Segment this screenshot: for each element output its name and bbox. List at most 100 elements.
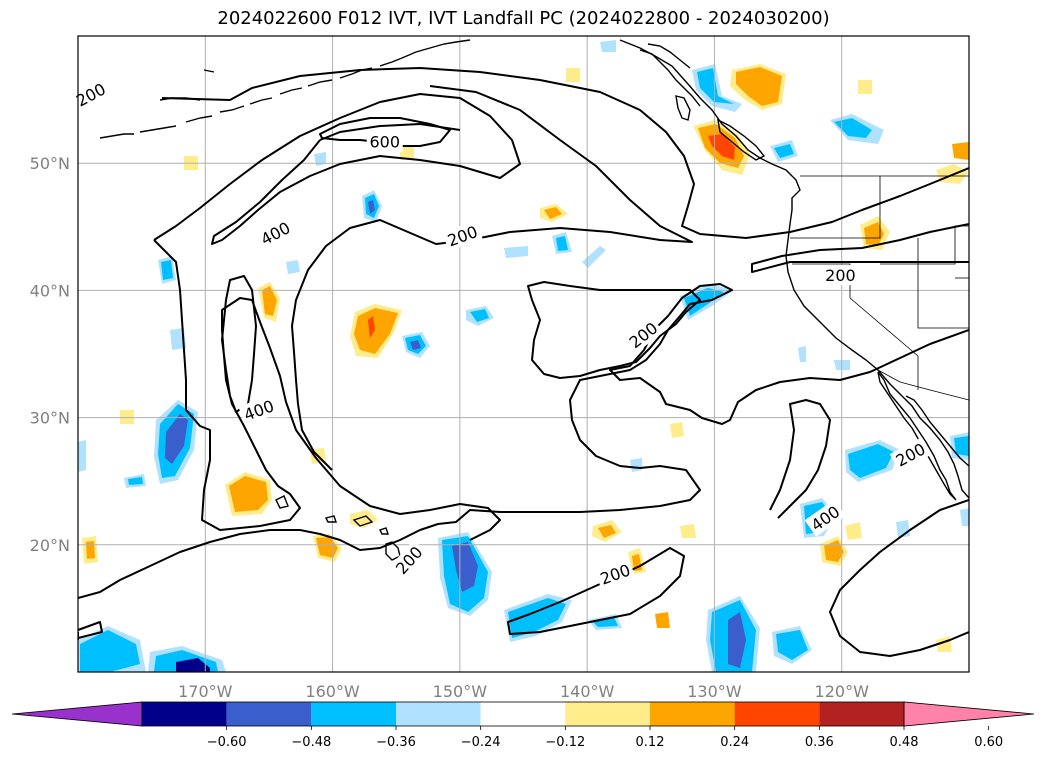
coastline-haida-gwaii bbox=[675, 95, 691, 121]
pc-fill-layer bbox=[78, 40, 969, 672]
colorbar-swatch bbox=[226, 702, 312, 726]
pc-negative-region bbox=[508, 598, 566, 638]
latitude-tick-label: 30°N bbox=[30, 409, 70, 428]
pc-negative-region bbox=[697, 68, 734, 104]
pc-negative-region bbox=[410, 340, 421, 350]
contour-label-knockout bbox=[238, 394, 280, 426]
pc-positive-region bbox=[845, 522, 862, 540]
pc-negative-region bbox=[161, 260, 173, 280]
ivt-contour-400 bbox=[769, 399, 831, 519]
longitude-tick-label: 130°W bbox=[687, 682, 742, 701]
contour-label-knockout bbox=[594, 558, 636, 590]
longitude-tick-label: 140°W bbox=[560, 682, 615, 701]
pc-positive-region bbox=[566, 68, 580, 82]
contour-label: 400 bbox=[254, 215, 296, 251]
contour-label: 200 bbox=[389, 539, 429, 581]
latitude-tick-label: 20°N bbox=[30, 536, 70, 555]
colorbar-tick-label: −0.24 bbox=[461, 735, 501, 750]
colorbar-extend-min bbox=[11, 701, 143, 727]
pc-positive-region bbox=[229, 476, 268, 512]
colorbar-swatch bbox=[480, 702, 566, 726]
pc-positive-region bbox=[858, 80, 872, 94]
colorbar-tick-label: 0.36 bbox=[805, 735, 834, 750]
pc-positive-region bbox=[598, 525, 616, 538]
ivt-contour-400 bbox=[291, 85, 693, 405]
pc-negative-region bbox=[834, 118, 872, 138]
latitude-tick-labels: 20°N 30°N 40°N 50°N bbox=[30, 154, 70, 555]
colorbar: −0.60 −0.48 −0.36 −0.24 −0.12 0.12 0.24 0.36 0.4… bbox=[11, 701, 1035, 750]
pc-positive-region bbox=[120, 410, 134, 424]
colorbar-swatch bbox=[396, 702, 481, 726]
ivt-contour-200 bbox=[78, 67, 969, 599]
pc-positive-region bbox=[655, 612, 670, 628]
colorbar-tick-label: −0.48 bbox=[291, 735, 331, 750]
longitude-tick-label: 160°W bbox=[305, 682, 360, 701]
pc-positive-region bbox=[400, 146, 414, 160]
contour-label-knockout bbox=[366, 131, 403, 152]
ivt-contour-200 bbox=[829, 499, 969, 657]
colorbar-swatch bbox=[565, 702, 650, 726]
coastline-baja bbox=[877, 371, 957, 501]
pc-negative-region bbox=[848, 444, 894, 478]
colorbar-tick-label: −0.36 bbox=[376, 735, 416, 750]
contour-label-knockout bbox=[442, 220, 483, 252]
colorbar-swatch bbox=[142, 702, 227, 726]
ivt-contour-layer bbox=[78, 67, 969, 657]
pc-positive-region bbox=[544, 207, 562, 219]
contour-label-knockout bbox=[822, 265, 859, 286]
pc-positive-region bbox=[354, 308, 398, 354]
contour-label-knockout bbox=[804, 499, 846, 537]
pc-positive-region bbox=[86, 541, 95, 559]
pc-negative-region bbox=[470, 309, 489, 322]
ivt-contour-600 bbox=[319, 117, 451, 147]
contour-label: 400 bbox=[804, 499, 846, 537]
coastline-gulf-california bbox=[905, 395, 969, 467]
pc-negative-region bbox=[314, 152, 326, 166]
contour-label-knockout bbox=[389, 539, 429, 581]
colorbar-tick-label: −0.12 bbox=[545, 735, 585, 750]
latitude-tick-label: 40°N bbox=[30, 281, 70, 300]
pc-negative-region bbox=[286, 260, 300, 274]
longitude-tick-label: 150°W bbox=[433, 682, 488, 701]
pc-negative-region bbox=[728, 612, 746, 668]
pc-positive-region bbox=[864, 222, 884, 246]
colorbar-extend-max bbox=[903, 701, 1035, 727]
pc-negative-region bbox=[165, 414, 188, 464]
contour-label-text: 200 bbox=[825, 266, 856, 285]
contour-label-knockout bbox=[254, 215, 296, 251]
pc-negative-region bbox=[630, 458, 642, 472]
contour-label: 200 bbox=[822, 265, 859, 286]
longitude-tick-label: 170°W bbox=[178, 682, 233, 701]
colorbar-tick-label: 0.24 bbox=[720, 735, 749, 750]
pc-negative-region bbox=[176, 658, 210, 672]
colorbar-tick-label: 0.48 bbox=[890, 735, 919, 750]
longitude-tick-labels: 170°W 160°W 150°W 140°W 130°W 120°W bbox=[178, 682, 869, 701]
pc-negative-region bbox=[954, 436, 969, 456]
colorbar-swatch bbox=[311, 702, 396, 726]
contour-label-knockout bbox=[889, 437, 932, 472]
border-state bbox=[790, 176, 881, 239]
colorbar-tick-label: 0.12 bbox=[636, 735, 665, 750]
ivt-contour-200 bbox=[78, 621, 103, 639]
pc-positive-region bbox=[680, 524, 696, 538]
map-title: 2024022600 F012 IVT, IVT Landfall PC (20… bbox=[217, 8, 830, 29]
colorbar-outline bbox=[141, 701, 905, 727]
pc-negative-region bbox=[582, 246, 606, 268]
longitude-tick-label: 120°W bbox=[815, 682, 870, 701]
pc-negative-region bbox=[776, 630, 808, 660]
pc-negative-region bbox=[128, 477, 143, 485]
contour-label-text: 600 bbox=[369, 133, 400, 152]
coastline-aleutians bbox=[99, 57, 403, 139]
contour-label: 600 bbox=[366, 131, 403, 152]
ivt-contour-200 bbox=[527, 281, 701, 379]
pc-positive-region bbox=[670, 422, 684, 438]
colorbar-tick-label: 0.60 bbox=[974, 735, 1003, 750]
contour-label-knockout bbox=[622, 315, 664, 354]
ivt-contour-400 bbox=[297, 403, 333, 471]
ivt-contour-400 bbox=[153, 239, 501, 541]
colorbar-swatch bbox=[734, 702, 820, 726]
pc-negative-region bbox=[504, 246, 528, 258]
border-us-mexico bbox=[877, 369, 969, 401]
pc-negative-region bbox=[774, 144, 794, 158]
